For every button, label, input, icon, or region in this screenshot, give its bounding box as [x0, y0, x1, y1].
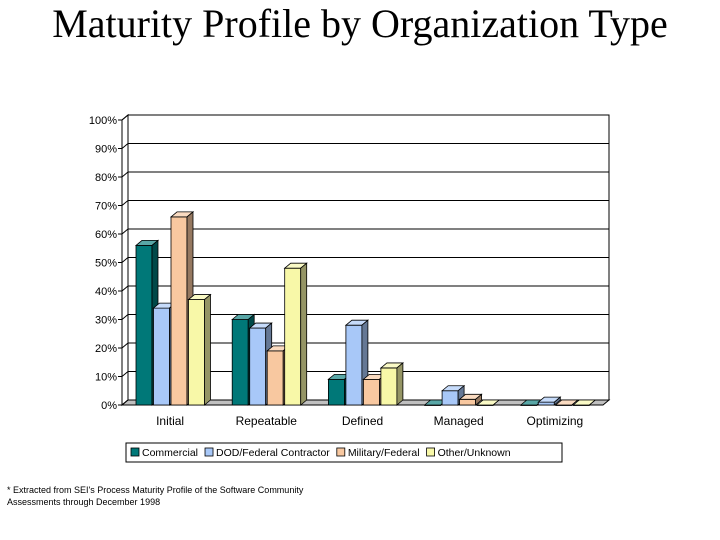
legend-label: DOD/Federal Contractor [216, 447, 330, 459]
bar-side [571, 399, 579, 406]
gridline [121, 143, 609, 149]
y-tick-label: 30% [95, 315, 117, 327]
bar-front: Military/Federal Managed: 2% [459, 398, 477, 406]
bar-dod-federal-contractor-optimizing: DOD/Federal Contractor Optimizing: 1% [537, 396, 562, 406]
legend-swatch [204, 447, 214, 457]
bar-front: DOD/Federal Contractor Optimizing: 1% [537, 401, 555, 406]
gridline [121, 114, 609, 121]
bar-front: DOD/Federal Contractor Initial: 34% [153, 307, 170, 406]
bar-front: Commercial Repeatable: 30% [231, 319, 249, 406]
y-tick-label: 10% [95, 372, 117, 384]
bar-front: Commercial Defined: 9% [327, 378, 345, 406]
bar-side [492, 399, 500, 406]
y-tick-label: 90% [95, 144, 117, 156]
x-category-label: Repeatable [236, 414, 298, 428]
y-tick-label: 60% [95, 229, 117, 241]
bar-front: Commercial Initial: 56% [135, 244, 153, 406]
bar-other-unknown-repeatable: Other/Unknown Repeatable: 48% [283, 262, 308, 406]
y-tick-label: 70% [95, 201, 117, 213]
bar-other-unknown-initial: Other/Unknown Initial: 37% [187, 293, 212, 406]
x-category-label: Initial [156, 414, 184, 428]
legend-swatch [130, 447, 140, 457]
bar-front: Military/Federal Initial: 66% [170, 216, 188, 406]
bar-front: Other/Unknown Defined: 13% [380, 367, 398, 406]
x-category-label: Defined [342, 414, 383, 428]
legend-swatch [426, 447, 435, 457]
legend-item: Other/Unknown [426, 447, 511, 459]
bar-front: Other/Unknown Initial: 37% [188, 299, 205, 406]
x-category-label: Optimizing [527, 414, 584, 428]
bar-side [204, 293, 211, 406]
legend-item: Military/Federal [336, 447, 420, 459]
bar-side [300, 262, 308, 406]
bar-other-unknown-optimizing: Other/Unknown Optimizing: 0% [572, 399, 597, 406]
gridline [121, 257, 609, 263]
x-category-label: Managed [434, 414, 484, 428]
y-tick-label: 20% [95, 343, 117, 355]
bar-side [396, 362, 404, 406]
bar-side [475, 393, 483, 406]
legend-label: Commercial [142, 447, 198, 459]
bar-military-federal-optimizing: Military/Federal Optimizing: 0% [554, 399, 579, 406]
bar-commercial-initial: Commercial Initial: 56% [134, 239, 160, 406]
legend-swatch [336, 447, 346, 457]
bar-front: Military/Federal Repeatable: 19% [266, 350, 284, 406]
gridline [121, 171, 609, 178]
bar-front: DOD/Federal Contractor Defined: 28% [345, 324, 363, 406]
footnote-line-1: * Extracted from SEI's Process Maturity … [7, 485, 304, 495]
bar-front: DOD/Federal Contractor Managed: 5% [441, 390, 459, 406]
gridline [121, 314, 609, 320]
gridline [121, 371, 609, 377]
bar-other-unknown-managed: Other/Unknown Managed: 0% [475, 399, 501, 406]
y-tick-label: 40% [95, 286, 117, 298]
y-tick-label: 50% [95, 258, 117, 270]
y-tick-label: 0% [101, 400, 117, 412]
legend-item: Commercial [130, 447, 198, 459]
bar-front: Other/Unknown Repeatable: 48% [284, 267, 302, 406]
gridline [121, 200, 609, 206]
bar-front: DOD/Federal Contractor Repeatable: 27% [249, 327, 267, 406]
bar-front: Military/Federal Defined: 9% [362, 378, 380, 406]
bar-side [589, 399, 596, 406]
legend: Commercial DOD/Federal Contractor Military… [125, 442, 563, 463]
gridline [121, 342, 609, 349]
bar-military-federal-managed: Military/Federal Managed: 2% [458, 393, 483, 406]
slide-title: Maturity Profile by Organization Type [52, 1, 668, 46]
bar-other-unknown-defined: Other/Unknown Defined: 13% [379, 362, 405, 406]
footnote: * Extracted from SEI's Process Maturity … [7, 484, 407, 508]
bar-side [553, 396, 561, 406]
legend-label: Military/Federal [348, 447, 420, 459]
y-tick-label: 80% [95, 172, 117, 184]
footnote-line-2: Assessments through December 1998 [7, 497, 161, 507]
legend-item: DOD/Federal Contractor [204, 447, 330, 459]
gridline [121, 228, 609, 235]
gridline [121, 285, 609, 292]
y-tick-label: 100% [89, 115, 117, 127]
legend-label: Other/Unknown [438, 447, 511, 459]
